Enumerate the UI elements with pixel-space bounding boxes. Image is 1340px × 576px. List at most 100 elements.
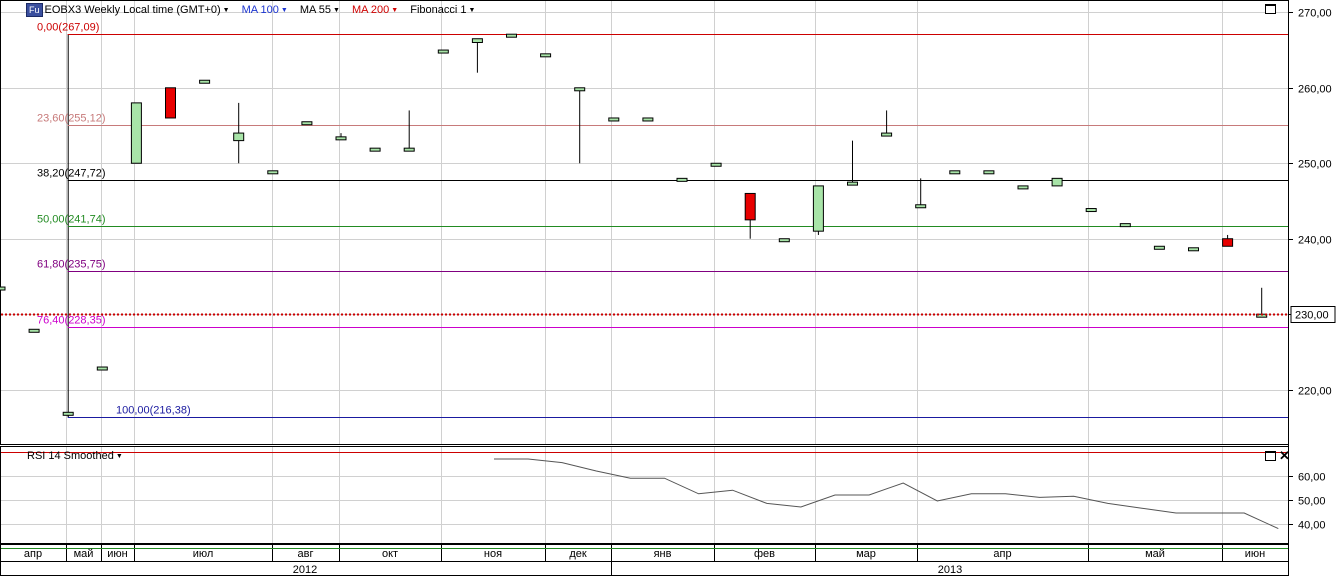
candle-body — [1188, 247, 1199, 252]
instrument-badge[interactable]: Fu — [26, 3, 43, 17]
candle[interactable] — [130, 102, 142, 164]
candle-body — [983, 170, 995, 175]
candle[interactable] — [540, 53, 552, 58]
chevron-down-icon: ▼ — [391, 6, 399, 14]
candle[interactable] — [437, 49, 449, 54]
candle-body — [1017, 185, 1029, 190]
candle[interactable] — [369, 147, 381, 152]
candle-body — [812, 185, 824, 232]
candle-body — [881, 132, 893, 137]
candle[interactable] — [642, 117, 654, 122]
candle-body — [1119, 223, 1131, 228]
candle[interactable] — [28, 328, 40, 333]
candle-body — [437, 49, 449, 54]
candle[interactable] — [1017, 185, 1029, 190]
candle-body — [847, 181, 858, 186]
candle-body — [301, 121, 313, 126]
instrument-label: EOBX3 Weekly Local time (GMT+0) — [44, 4, 221, 16]
chevron-down-icon: ▼ — [280, 6, 288, 14]
candle[interactable] — [471, 38, 483, 73]
candle[interactable] — [1119, 223, 1131, 228]
ma55-label: MA 55 — [299, 4, 332, 16]
rsi-series-line — [494, 458, 1279, 530]
fibonacci-label: Fibonacci 1 — [410, 4, 467, 16]
candle[interactable] — [676, 177, 688, 182]
year-label-2012: 2012 — [293, 564, 317, 576]
candle[interactable] — [62, 411, 74, 417]
maximize-icon[interactable] — [1265, 4, 1276, 14]
candle[interactable] — [574, 87, 586, 164]
candle[interactable] — [812, 185, 824, 235]
candle[interactable] — [1153, 245, 1165, 250]
candle-body — [676, 177, 688, 182]
ma100-dropdown[interactable]: MA 100 ▼ — [242, 4, 288, 16]
candle-body — [28, 328, 40, 333]
fibonacci-dropdown[interactable]: Fibonacci 1 ▼ — [410, 4, 475, 16]
candle[interactable] — [1085, 208, 1097, 213]
instrument-dropdown[interactable]: EOBX3 Weekly Local time (GMT+0) ▼ — [45, 4, 230, 16]
price-tick-label: 220,00 — [1298, 386, 1332, 398]
price-pane — [0, 0, 1289, 445]
candle-body — [62, 411, 74, 416]
maximize-icon[interactable] — [1265, 451, 1276, 461]
candle[interactable] — [949, 170, 961, 175]
chevron-down-icon: ▼ — [333, 6, 340, 14]
month-label: ноя — [484, 548, 502, 560]
candle[interactable] — [915, 178, 927, 209]
candle-body — [267, 170, 279, 175]
year-label-2013: 2013 — [938, 564, 962, 576]
candle[interactable] — [0, 286, 6, 291]
candle-body — [471, 38, 483, 44]
candle-body — [199, 79, 211, 84]
close-icon[interactable]: ✕ — [1279, 448, 1290, 463]
month-label: май — [1145, 548, 1165, 560]
ma200-dropdown[interactable]: MA 200 ▼ — [352, 4, 398, 16]
chart-toolbar: Fu EOBX3 Weekly Local time (GMT+0) ▼ MA 1… — [26, 3, 487, 17]
candle-body — [744, 192, 756, 221]
rsi-indicator-dropdown[interactable]: RSI 14 Smoothed ▼ — [27, 450, 123, 462]
fibonacci-level-label: 23,60(255,12) — [37, 113, 106, 125]
candle-body — [608, 117, 620, 122]
candle[interactable] — [1051, 177, 1063, 187]
month-label: апр — [993, 548, 1011, 560]
candle-body — [949, 170, 961, 175]
candle[interactable] — [301, 121, 313, 126]
candle[interactable] — [1188, 247, 1199, 252]
candle[interactable] — [710, 162, 722, 167]
ma55-dropdown[interactable]: MA 55 ▼ — [300, 4, 340, 16]
fibonacci-level-label: 100,00(216,38) — [116, 405, 191, 417]
candle[interactable] — [96, 366, 108, 371]
candle[interactable] — [267, 170, 279, 175]
month-label: май — [74, 548, 94, 560]
month-label: окт — [382, 548, 398, 560]
candle[interactable] — [403, 110, 415, 152]
candle[interactable] — [983, 170, 995, 175]
rsi-title: RSI 14 Smoothed — [27, 450, 114, 462]
candle-body — [1153, 245, 1165, 250]
candle[interactable] — [608, 117, 620, 122]
candle[interactable] — [233, 102, 245, 164]
month-label: июл — [193, 548, 214, 560]
candle[interactable] — [1222, 234, 1234, 247]
candle[interactable] — [199, 79, 211, 84]
candle-body — [540, 53, 552, 58]
candle-body — [403, 147, 415, 152]
candle[interactable] — [778, 238, 790, 243]
candle-body — [96, 366, 108, 371]
candle-body — [642, 117, 654, 122]
fibonacci-level-label: 61,80(235,75) — [37, 259, 106, 271]
candle[interactable] — [881, 110, 893, 137]
candle[interactable] — [847, 140, 858, 186]
chevron-down-icon: ▼ — [222, 6, 230, 14]
candle-body — [335, 136, 347, 141]
price-tick-label: 240,00 — [1298, 235, 1332, 247]
candle[interactable] — [744, 192, 756, 239]
month-label: фев — [754, 548, 775, 560]
fibonacci-level-label: 38,20(247,72) — [37, 168, 106, 180]
rsi-tick-label: 60,00 — [1298, 472, 1326, 484]
candle-body — [165, 87, 176, 119]
candle[interactable] — [335, 133, 347, 141]
candle[interactable] — [165, 87, 176, 119]
candle[interactable] — [506, 33, 517, 38]
candle-body — [233, 132, 245, 142]
